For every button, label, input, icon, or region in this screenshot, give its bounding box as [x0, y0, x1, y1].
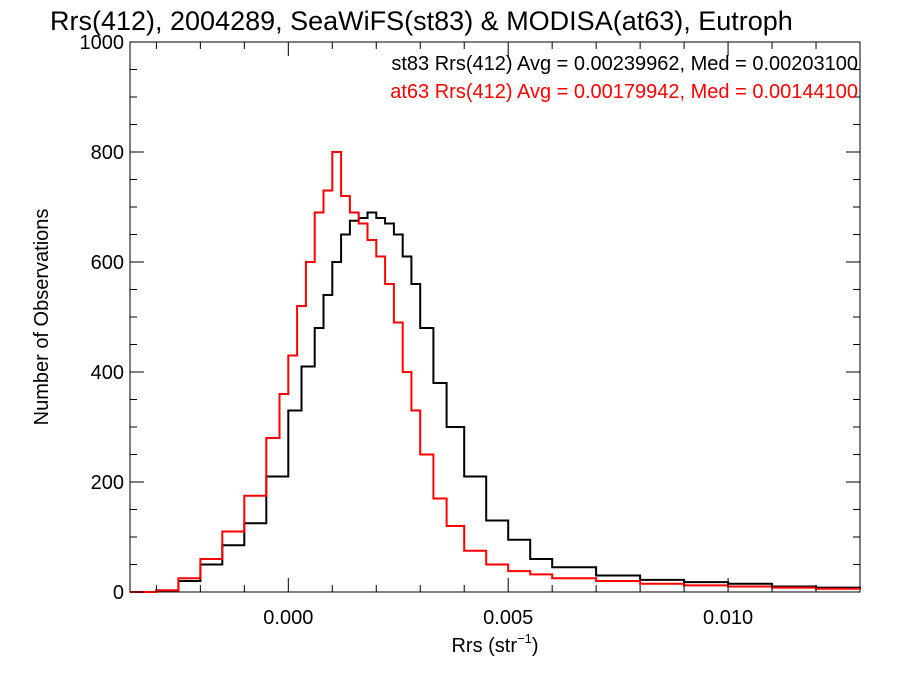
y-tick-label: 0	[113, 582, 124, 604]
stats-label-st83: st83 Rrs(412) Avg = 0.00239962, Med = 0.…	[391, 53, 858, 75]
x-tick-label: 0.000	[263, 607, 313, 629]
series-line-at63	[130, 151, 861, 593]
x-axis-label-base: Rrs (str	[451, 635, 517, 657]
x-tick-label: 0.005	[483, 607, 533, 629]
x-axis-label-close: )	[532, 635, 539, 657]
series-layer	[130, 151, 861, 593]
y-tick-label: 1000	[80, 32, 125, 54]
x-axis-label-sup: −1	[517, 631, 532, 646]
y-axis-label: Number of Observations	[31, 209, 53, 426]
plot-frame	[129, 41, 861, 593]
y-tick-label: 400	[91, 362, 124, 384]
y-tick-label: 600	[91, 252, 124, 274]
y-tick-label: 800	[91, 142, 124, 164]
chart-title: Rrs(412), 2004289, SeaWiFS(st83) & MODIS…	[50, 6, 793, 36]
x-axis-label: Rrs (str−1)	[451, 631, 538, 657]
tick-layer: 0 200 400 600 800 1000 0.000 0.005 0.010	[80, 32, 860, 629]
stats-label-at63: at63 Rrs(412) Avg = 0.00179942, Med = 0.…	[390, 81, 858, 103]
series-line-st83	[130, 211, 861, 593]
x-tick-label: 0.010	[703, 607, 753, 629]
y-tick-label: 200	[91, 472, 124, 494]
